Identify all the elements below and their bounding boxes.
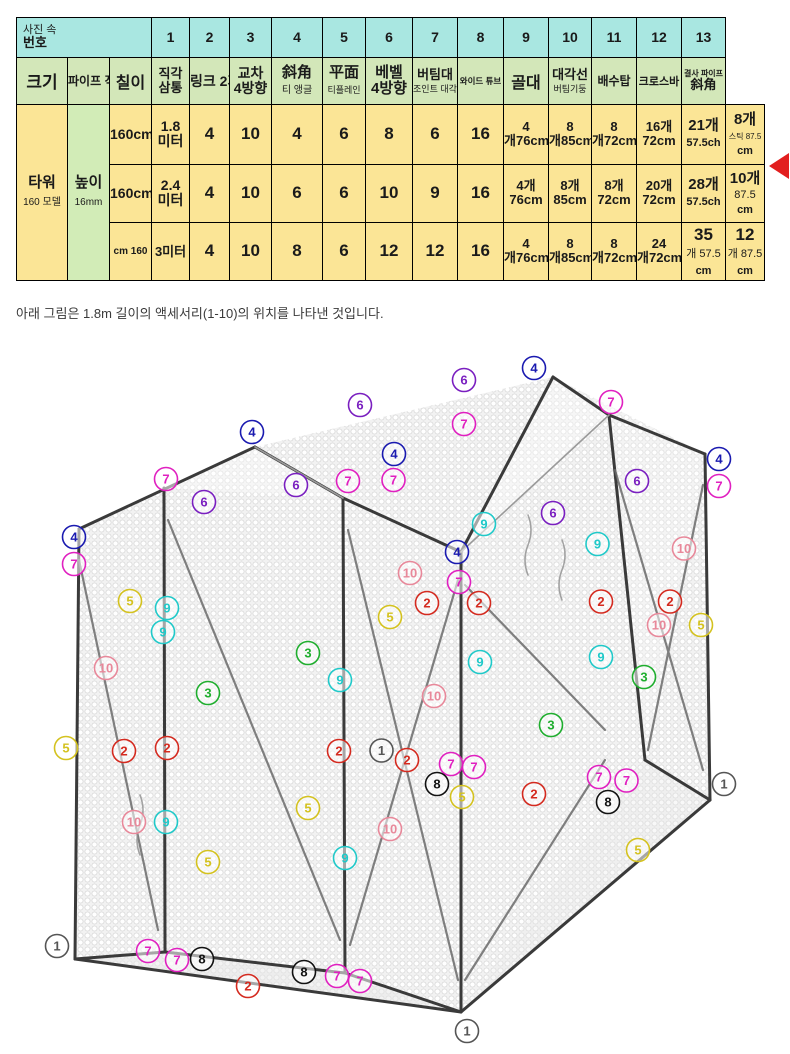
svg-text:9: 9 xyxy=(480,517,487,532)
svg-text:1: 1 xyxy=(53,939,60,954)
svg-text:7: 7 xyxy=(455,575,462,590)
svg-text:2: 2 xyxy=(335,744,342,759)
svg-text:1: 1 xyxy=(720,777,727,792)
svg-text:9: 9 xyxy=(162,815,169,830)
svg-text:2: 2 xyxy=(120,744,127,759)
svg-text:7: 7 xyxy=(715,479,722,494)
svg-text:2: 2 xyxy=(666,594,673,609)
svg-text:4: 4 xyxy=(248,425,256,440)
svg-text:2: 2 xyxy=(475,596,482,611)
svg-text:10: 10 xyxy=(99,661,113,676)
svg-text:7: 7 xyxy=(70,557,77,572)
svg-text:2: 2 xyxy=(244,979,251,994)
svg-text:9: 9 xyxy=(597,650,604,665)
svg-text:5: 5 xyxy=(458,790,465,805)
svg-text:3: 3 xyxy=(304,646,311,661)
svg-text:6: 6 xyxy=(460,373,467,388)
svg-text:9: 9 xyxy=(336,673,343,688)
svg-text:4: 4 xyxy=(70,530,78,545)
svg-text:7: 7 xyxy=(595,770,602,785)
svg-text:7: 7 xyxy=(356,974,363,989)
svg-text:10: 10 xyxy=(127,815,141,830)
svg-text:5: 5 xyxy=(304,801,311,816)
svg-text:7: 7 xyxy=(390,473,397,488)
svg-text:2: 2 xyxy=(403,753,410,768)
svg-text:7: 7 xyxy=(333,969,340,984)
svg-text:7: 7 xyxy=(162,472,169,487)
svg-text:9: 9 xyxy=(341,851,348,866)
svg-text:8: 8 xyxy=(198,952,205,967)
svg-text:5: 5 xyxy=(62,741,69,756)
svg-text:7: 7 xyxy=(144,944,151,959)
svg-text:10: 10 xyxy=(403,566,417,581)
svg-text:2: 2 xyxy=(163,741,170,756)
svg-text:3: 3 xyxy=(547,718,554,733)
svg-text:3: 3 xyxy=(640,670,647,685)
svg-text:9: 9 xyxy=(476,655,483,670)
svg-text:6: 6 xyxy=(633,474,640,489)
svg-text:9: 9 xyxy=(163,601,170,616)
svg-text:10: 10 xyxy=(652,618,666,633)
svg-text:7: 7 xyxy=(460,417,467,432)
svg-text:2: 2 xyxy=(530,787,537,802)
svg-text:1: 1 xyxy=(378,743,385,758)
svg-text:10: 10 xyxy=(427,689,441,704)
svg-text:6: 6 xyxy=(549,506,556,521)
svg-text:6: 6 xyxy=(356,398,363,413)
svg-text:1: 1 xyxy=(463,1024,470,1039)
svg-text:4: 4 xyxy=(390,447,398,462)
svg-text:6: 6 xyxy=(292,478,299,493)
svg-text:8: 8 xyxy=(604,795,611,810)
svg-text:7: 7 xyxy=(173,953,180,968)
svg-text:7: 7 xyxy=(447,757,454,772)
svg-text:8: 8 xyxy=(433,777,440,792)
svg-text:9: 9 xyxy=(159,625,166,640)
svg-text:9: 9 xyxy=(594,537,601,552)
svg-text:4: 4 xyxy=(715,452,723,467)
svg-text:10: 10 xyxy=(677,541,691,556)
svg-text:4: 4 xyxy=(453,545,461,560)
svg-text:7: 7 xyxy=(470,760,477,775)
svg-text:7: 7 xyxy=(623,773,630,788)
svg-text:5: 5 xyxy=(697,618,704,633)
svg-text:2: 2 xyxy=(423,596,430,611)
svg-text:5: 5 xyxy=(204,855,211,870)
svg-text:3: 3 xyxy=(204,686,211,701)
svg-text:8: 8 xyxy=(300,965,307,980)
svg-text:10: 10 xyxy=(383,822,397,837)
svg-text:2: 2 xyxy=(597,594,604,609)
svg-text:4: 4 xyxy=(530,361,538,376)
svg-text:7: 7 xyxy=(344,474,351,489)
svg-text:5: 5 xyxy=(386,610,393,625)
svg-text:5: 5 xyxy=(126,594,133,609)
svg-text:6: 6 xyxy=(200,495,207,510)
svg-text:7: 7 xyxy=(607,395,614,410)
svg-text:5: 5 xyxy=(634,843,641,858)
